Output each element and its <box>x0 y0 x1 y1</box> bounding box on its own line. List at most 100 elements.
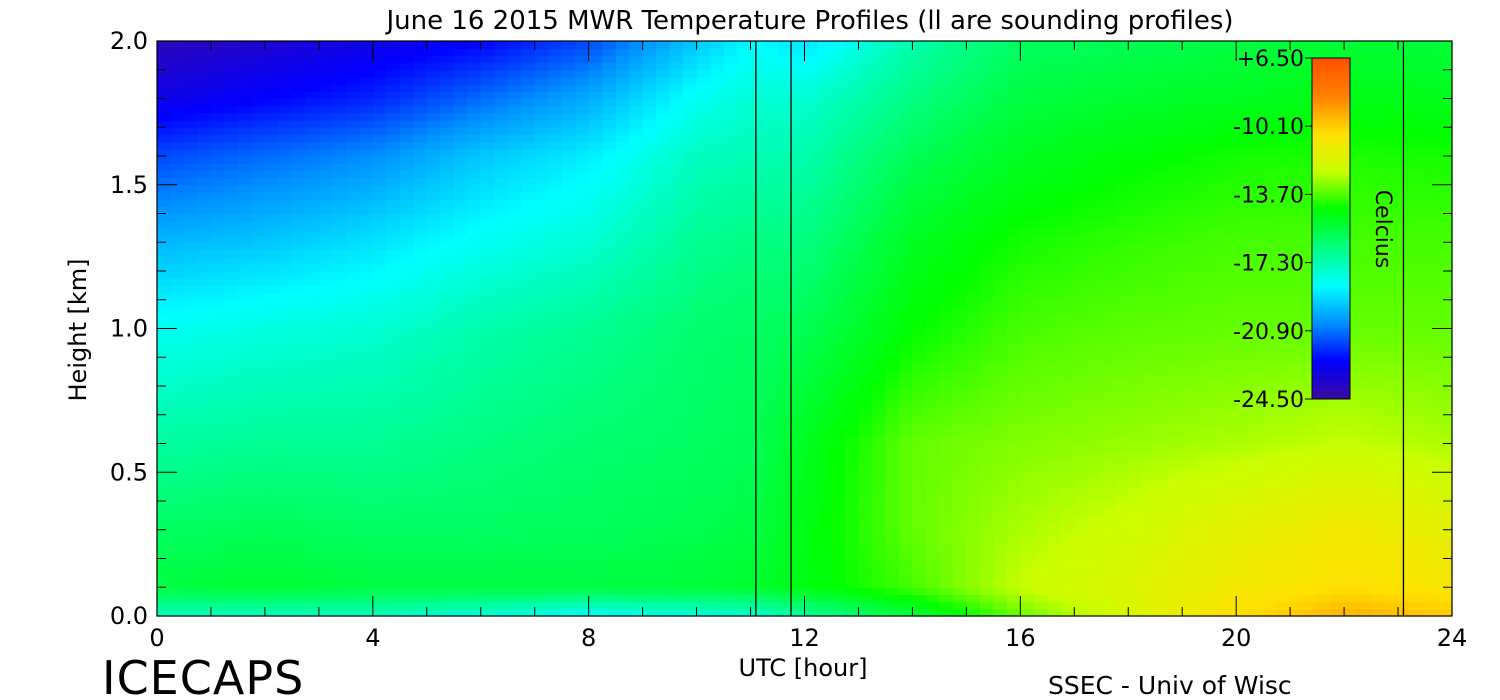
heatmap-cell <box>264 436 280 445</box>
heatmap-cell <box>642 314 657 322</box>
heatmap-cell <box>966 306 981 315</box>
heatmap-cell <box>993 572 1008 581</box>
heatmap-cell <box>210 608 226 617</box>
heatmap-cell <box>480 263 495 272</box>
heatmap-cell <box>696 565 711 574</box>
heatmap-cell <box>1114 342 1129 351</box>
heatmap-cell <box>224 321 239 330</box>
heatmap-cell <box>1033 414 1048 423</box>
heatmap-cell <box>1222 558 1237 567</box>
heatmap-cell <box>575 457 590 466</box>
heatmap-cell <box>602 328 617 337</box>
heatmap-cell <box>264 515 280 524</box>
heatmap-cell <box>440 249 455 258</box>
heatmap-cell <box>642 249 657 258</box>
heatmap-cell <box>291 335 306 344</box>
heatmap-cell <box>251 378 266 387</box>
heatmap-cell <box>305 544 320 552</box>
heatmap-cell <box>669 364 684 373</box>
heatmap-cell <box>1303 493 1318 502</box>
heatmap-cell <box>588 565 603 574</box>
heatmap-cell <box>912 299 927 308</box>
heatmap-cell <box>224 364 239 373</box>
heatmap-cell <box>1276 580 1291 588</box>
heatmap-cell <box>359 364 374 373</box>
heatmap-cell <box>264 529 280 538</box>
heatmap-cell <box>710 601 725 610</box>
heatmap-cell <box>588 522 603 531</box>
heatmap-cell <box>534 335 549 344</box>
heatmap-cell <box>332 580 347 588</box>
heatmap-cell <box>588 536 603 545</box>
heatmap-cell <box>548 242 563 251</box>
heatmap-cell <box>453 587 468 596</box>
heatmap-cell <box>1141 601 1156 610</box>
heatmap-cell <box>966 601 981 610</box>
heatmap-cell <box>440 580 455 588</box>
heatmap-cell <box>1384 335 1399 344</box>
heatmap-cell <box>1060 342 1075 351</box>
heatmap-cell <box>399 285 414 294</box>
heatmap-cell <box>251 551 266 560</box>
heatmap-cell <box>237 292 253 301</box>
heatmap-cell <box>683 493 698 502</box>
heatmap-cell <box>183 479 199 488</box>
heatmap-cell <box>264 429 280 437</box>
heatmap-cell <box>1209 565 1224 574</box>
heatmap-cell <box>777 479 792 488</box>
heatmap-cell <box>453 328 468 337</box>
heatmap-cell <box>1087 594 1102 603</box>
heatmap-cell <box>291 364 306 373</box>
heatmap-cell <box>1371 393 1386 401</box>
heatmap-cell <box>1411 350 1426 358</box>
heatmap-cell <box>898 450 914 459</box>
heatmap-cell <box>817 565 833 574</box>
heatmap-cell <box>844 508 860 516</box>
heatmap-cell <box>952 551 967 560</box>
heatmap-cell <box>210 393 226 401</box>
heatmap-cell <box>885 256 900 265</box>
heatmap-cell <box>1047 371 1062 380</box>
heatmap-cell <box>264 299 280 308</box>
heatmap-cell <box>1303 536 1318 545</box>
heatmap-cell <box>197 400 212 409</box>
heatmap-cell <box>602 479 617 488</box>
heatmap-cell <box>925 371 940 380</box>
heatmap-cell <box>1168 429 1183 437</box>
heatmap-cell <box>844 299 860 308</box>
heatmap-cell <box>817 421 833 430</box>
heatmap-cell <box>278 421 293 430</box>
heatmap-cell <box>1398 256 1413 265</box>
heatmap-cell <box>305 551 320 560</box>
heatmap-cell <box>426 407 441 416</box>
heatmap-cell <box>831 378 846 387</box>
heatmap-cell <box>440 479 455 488</box>
heatmap-cell <box>723 465 738 473</box>
heatmap-cell <box>1114 364 1129 373</box>
heatmap-cell <box>1317 443 1332 452</box>
heatmap-cell <box>507 529 522 538</box>
heatmap-cell <box>1195 400 1210 409</box>
heatmap-cell <box>1303 479 1318 488</box>
heatmap-cell <box>318 407 333 416</box>
heatmap-cell <box>1384 292 1399 301</box>
heatmap-cell <box>1249 371 1264 380</box>
heatmap-cell <box>1101 321 1116 330</box>
heatmap-cell <box>1195 263 1210 272</box>
heatmap-cell <box>197 371 212 380</box>
heatmap-cell <box>1114 386 1129 394</box>
heatmap-cell <box>345 242 360 251</box>
heatmap-cell <box>871 558 887 567</box>
heatmap-cell <box>1384 457 1399 466</box>
heatmap-cell <box>669 299 684 308</box>
heatmap-cell <box>683 479 698 488</box>
heatmap-cell <box>1249 242 1264 251</box>
heatmap-cell <box>170 393 185 401</box>
heatmap-cell <box>629 328 644 337</box>
heatmap-cell <box>1411 457 1426 466</box>
heatmap-cell <box>1087 544 1102 552</box>
heatmap-cell <box>885 285 900 294</box>
heatmap-cell <box>871 594 887 603</box>
heatmap-cell <box>1317 515 1332 524</box>
heatmap-cell <box>372 522 387 531</box>
